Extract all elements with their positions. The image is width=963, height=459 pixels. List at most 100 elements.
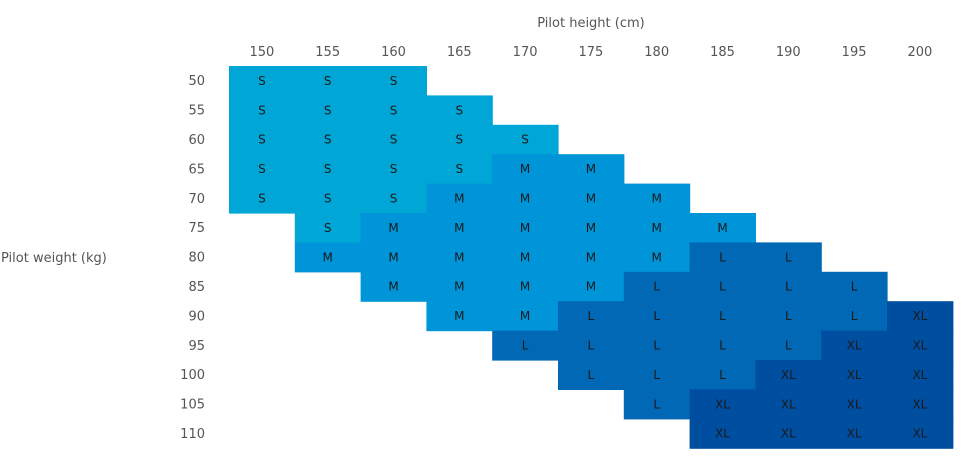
heatmap-cell <box>887 301 954 332</box>
cell-size-label: M <box>454 309 464 323</box>
heatmap-cell <box>294 213 362 243</box>
heatmap-cell-labels: S S S S S S S S S S S S S S S S M M S S S M M M M S M M M M M M M M M M M M L L… <box>258 74 928 441</box>
cell-size-label: M <box>520 221 530 235</box>
cell-size-label: XL <box>847 368 862 382</box>
cell-size-label: M <box>652 250 662 264</box>
heatmap-cell <box>623 389 691 420</box>
heatmap-cell <box>887 330 954 361</box>
cell-size-label: S <box>455 103 463 117</box>
cell-size-label: M <box>520 309 530 323</box>
cell-size-label: S <box>324 192 332 206</box>
cell-size-label: S <box>390 192 398 206</box>
cell-size-label: L <box>588 368 595 382</box>
heatmap-cell <box>492 271 559 302</box>
y-tick-label: 55 <box>188 104 205 119</box>
x-tick-label: 175 <box>578 45 603 60</box>
cell-size-label: XL <box>912 397 927 411</box>
cell-size-label: M <box>586 221 596 235</box>
heatmap-cell <box>492 183 559 214</box>
cell-size-label: S <box>324 74 332 88</box>
heatmap-cell <box>360 213 427 243</box>
cell-size-label: M <box>520 280 530 294</box>
cell-size-label: M <box>586 280 596 294</box>
cell-size-label: XL <box>912 339 927 353</box>
cell-size-label: L <box>719 250 726 264</box>
cell-size-label: L <box>522 339 529 353</box>
heatmap-cell <box>360 183 427 214</box>
cell-size-label: XL <box>847 397 862 411</box>
heatmap-cell <box>821 330 888 361</box>
y-axis-ticks: 50 55 60 65 70 75 80 85 90 95 100 105 110 <box>180 74 205 442</box>
cell-size-label: S <box>521 133 529 147</box>
cell-size-label: L <box>719 368 726 382</box>
heatmap-cell <box>492 242 559 273</box>
heatmap-cell <box>623 183 691 214</box>
cell-size-label: XL <box>715 427 730 441</box>
heatmap-cell <box>294 124 362 155</box>
y-axis-title: Pilot weight (kg) <box>1 251 107 266</box>
heatmap-cell <box>426 154 493 185</box>
heatmap-cell <box>689 301 756 332</box>
x-tick-label: 200 <box>907 45 932 60</box>
cell-size-label: S <box>324 221 332 235</box>
heatmap-cell <box>360 66 427 96</box>
cell-size-label: S <box>390 103 398 117</box>
heatmap-cell <box>755 418 822 449</box>
cell-size-label: XL <box>781 397 796 411</box>
cell-size-label: M <box>388 221 398 235</box>
cell-size-label: S <box>324 133 332 147</box>
heatmap-cell <box>492 154 559 185</box>
x-tick-label: 190 <box>776 45 801 60</box>
heatmap-cell <box>821 301 888 332</box>
cell-size-label: L <box>785 309 792 323</box>
cell-size-label: L <box>719 280 726 294</box>
y-tick-label: 70 <box>188 192 205 207</box>
cell-size-label: S <box>455 162 463 176</box>
cell-size-label: XL <box>715 397 730 411</box>
heatmap-cell <box>623 213 691 243</box>
x-tick-label: 195 <box>842 45 867 60</box>
cell-size-label: XL <box>847 339 862 353</box>
x-tick-label: 160 <box>381 45 406 60</box>
cell-size-label: S <box>258 192 266 206</box>
cell-size-label: L <box>588 309 595 323</box>
cell-size-label: XL <box>781 368 796 382</box>
cell-size-label: M <box>520 162 530 176</box>
heatmap-cell <box>426 271 493 302</box>
cell-size-label: XL <box>912 427 927 441</box>
x-axis-ticks: 150 155 160 165 170 175 180 185 190 195 200 <box>249 45 932 60</box>
x-tick-label: 150 <box>249 45 274 60</box>
heatmap-cell <box>755 271 822 302</box>
cell-size-label: L <box>653 397 660 411</box>
cell-size-label: M <box>388 280 398 294</box>
cell-size-label: M <box>520 250 530 264</box>
heatmap-cell <box>887 389 954 420</box>
cell-size-label: S <box>324 162 332 176</box>
heatmap-cell <box>294 242 362 273</box>
heatmap-cell <box>426 213 493 243</box>
heatmap-cell <box>558 242 625 273</box>
heatmap-cell <box>755 330 822 361</box>
heatmap-cell <box>558 330 625 361</box>
heatmap-cell <box>623 360 691 390</box>
heatmap-cell <box>821 360 888 390</box>
heatmap-cell <box>229 183 296 214</box>
heatmap-cell <box>623 301 691 332</box>
cell-size-label: S <box>258 74 266 88</box>
cell-size-label: L <box>653 368 660 382</box>
heatmap-cell <box>755 360 822 390</box>
cell-size-label: XL <box>781 427 796 441</box>
heatmap-cell <box>623 271 691 302</box>
cell-size-label: M <box>454 221 464 235</box>
heatmap-cell <box>360 271 427 302</box>
heatmap-cell <box>360 124 427 155</box>
cell-size-label: L <box>719 309 726 323</box>
heatmap-cell <box>689 418 756 449</box>
heatmap-cell <box>821 271 888 302</box>
cell-size-label: M <box>586 192 596 206</box>
cell-size-label: M <box>652 192 662 206</box>
cell-size-label: S <box>324 103 332 117</box>
y-tick-label: 75 <box>188 221 205 236</box>
heatmap-cell <box>294 95 362 126</box>
heatmap-cell <box>492 124 559 155</box>
